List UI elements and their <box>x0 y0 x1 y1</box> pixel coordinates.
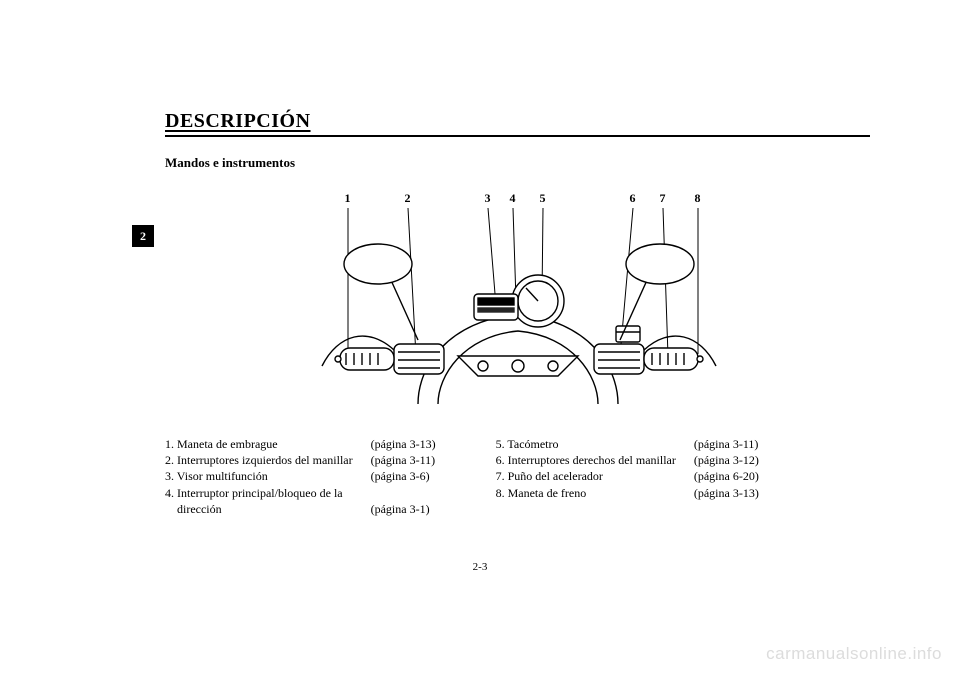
callout-label-1: 1 <box>342 191 354 206</box>
legend-right-column: 5. Tacómetro (página 3-11) 6. Interruptore… <box>496 436 759 517</box>
legend-item-label: 4. Interruptor principal/bloqueo de la <box>165 485 353 501</box>
section-header: DESCRIPCIÓN <box>165 110 870 137</box>
legend-item-label: 3. Visor multifunción <box>165 468 353 484</box>
callout-label-8: 8 <box>692 191 704 206</box>
callout-label-7: 7 <box>657 191 669 206</box>
figure: 1 2 34 5 6 7 8 <box>165 191 870 411</box>
callout-label-5: 5 <box>537 191 549 206</box>
legend-item-page: (página 3-6) <box>371 468 436 484</box>
legend-item-page: (página 6-20) <box>694 468 759 484</box>
callout-label-4: 4 <box>507 191 519 206</box>
callout-row: 1 2 34 5 6 7 8 <box>298 191 738 205</box>
legend: 1. Maneta de embrague (página 3-13) 2. Int… <box>165 436 870 517</box>
section-title: DESCRIPCIÓN <box>165 110 870 133</box>
watermark: carmanualsonline.info <box>766 644 942 664</box>
legend-item-label: 2. Interruptores izquierdos del manillar <box>165 452 353 468</box>
callout-label-6: 6 <box>627 191 639 206</box>
legend-item-page: (página 3-11) <box>694 436 759 452</box>
chapter-tab: 2 <box>132 225 154 247</box>
subsection-title: Mandos e instrumentos <box>165 155 870 171</box>
legend-item-label: 7. Puño del acelerador <box>496 468 676 484</box>
legend-item-page: (página 3-13) <box>694 485 759 501</box>
callout-label-2: 2 <box>402 191 414 206</box>
legend-item-page <box>371 485 436 501</box>
page-number: 2-3 <box>0 561 960 573</box>
callout-label-3: 3 <box>482 191 494 206</box>
legend-item-page: (página 3-11) <box>371 452 436 468</box>
legend-item-label: 5. Tacómetro <box>496 436 676 452</box>
legend-item-page: (página 3-13) <box>371 436 436 452</box>
legend-left-column: 1. Maneta de embrague (página 3-13) 2. Int… <box>165 436 436 517</box>
legend-item-label: 1. Maneta de embrague <box>165 436 353 452</box>
legend-item-page: (página 3-12) <box>694 452 759 468</box>
legend-item-label: 8. Maneta de freno <box>496 485 676 501</box>
legend-item-page: (página 3-1) <box>371 501 436 517</box>
legend-item-label: 6. Interruptores derechos del manillar <box>496 452 676 468</box>
handlebar-diagram <box>298 206 738 406</box>
legend-item-label: dirección <box>165 501 353 517</box>
